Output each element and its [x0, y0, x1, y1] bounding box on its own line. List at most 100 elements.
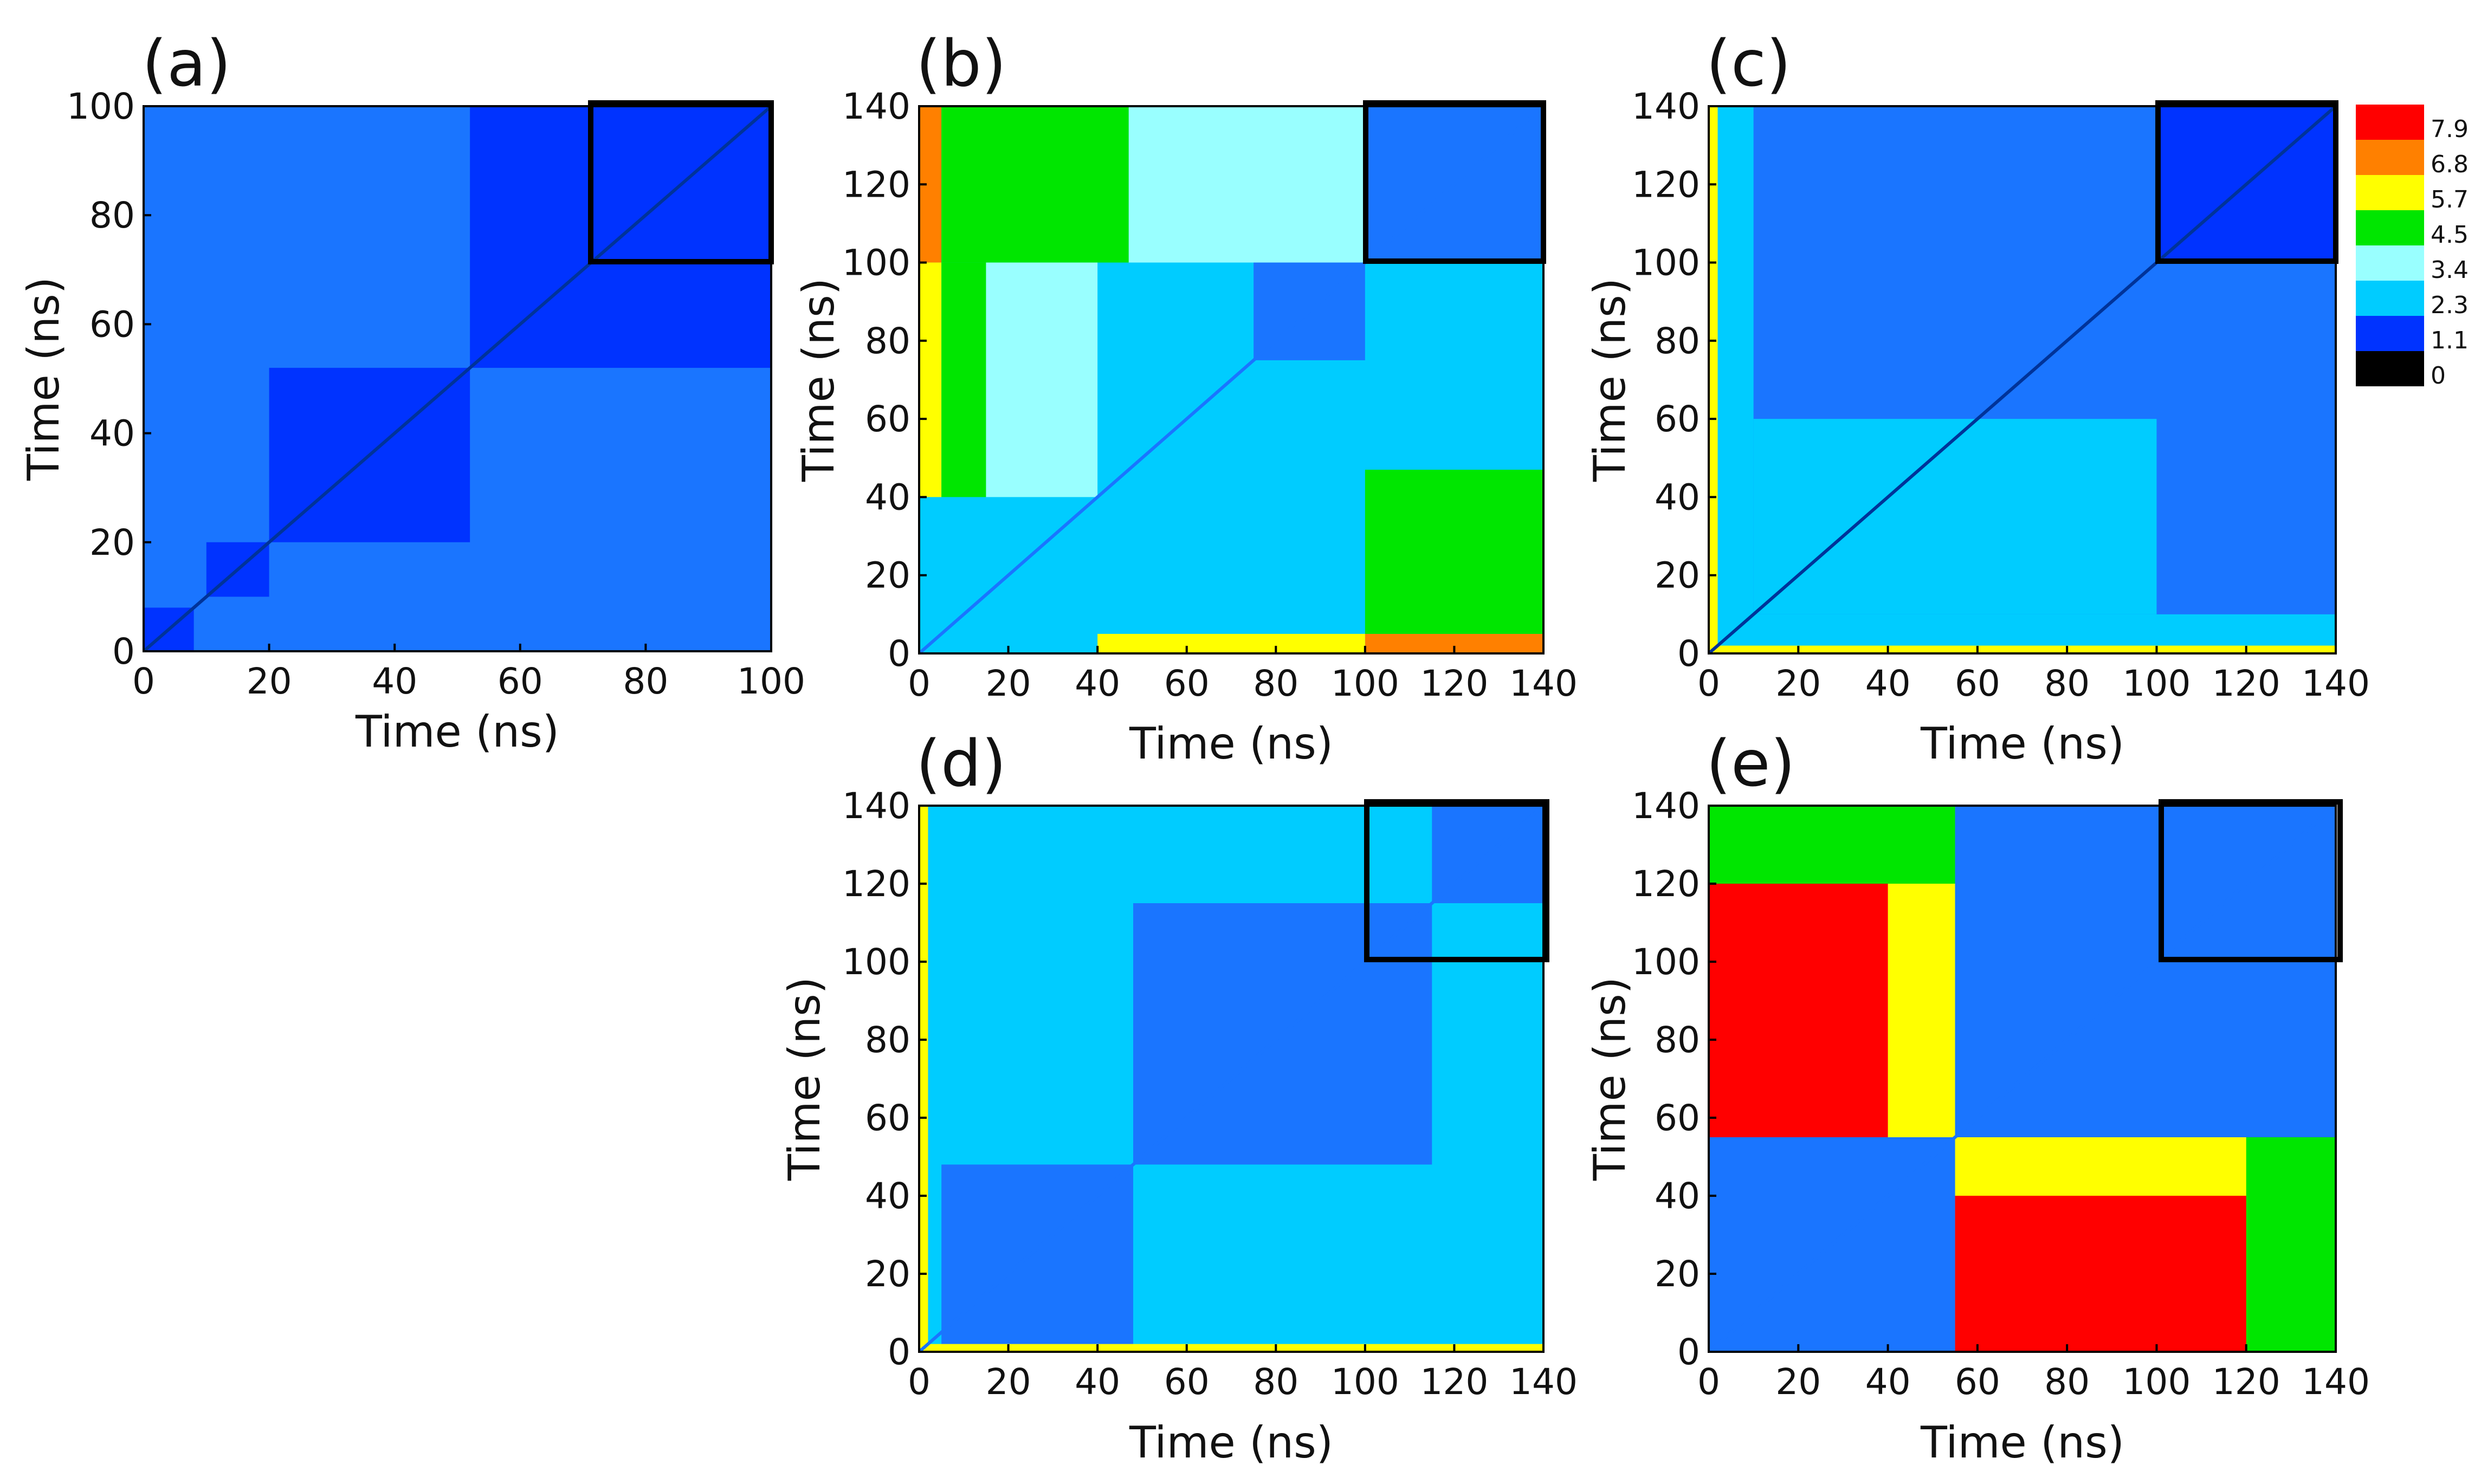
colorbar-label-1: 6.8 — [2431, 151, 2469, 178]
heatmap-cell-b-8 — [1097, 633, 1365, 653]
y-tick-label-b-4: 80 — [865, 320, 910, 362]
x-tick-labels-a: 0 20 40 60 80 100 — [132, 644, 805, 702]
diagonal-d — [918, 804, 1545, 1353]
panel-e: (e) 0 20 40 60 80 100 120 140 0 20 40 60 80 100 120 14… — [1585, 726, 2370, 1468]
axes-frame-c — [1708, 105, 2337, 654]
x-tick-labels-c: 0 20 40 60 80 100 120 140 — [1697, 646, 2370, 704]
x-axis-title-c: Time (ns) — [1920, 718, 2124, 769]
colorbar-swatch-4 — [2356, 245, 2424, 281]
panel-d: (d) 0 20 40 60 80 100 120 140 0 20 40 60 80 100 120 14… — [779, 726, 1578, 1468]
y-tick-label-d-4: 80 — [865, 1019, 910, 1061]
colorbar-label-6: 1.1 — [2431, 327, 2469, 354]
x-tick-label-b-6: 120 — [1420, 663, 1488, 704]
colorbar-label-4: 3.4 — [2431, 256, 2469, 284]
x-tick-label-c-0: 0 — [1697, 663, 1720, 704]
x-tick-label-d-0: 0 — [908, 1361, 931, 1403]
x-tick-label-b-4: 80 — [1253, 663, 1298, 704]
y-tick-label-e-3: 60 — [1655, 1097, 1700, 1139]
x-tick-label-a-0: 0 — [132, 660, 155, 702]
y-tick-label-b-5: 100 — [842, 242, 910, 284]
y-tick-label-a-5: 100 — [67, 86, 135, 127]
y-axis-title-a: Time (ns) — [18, 277, 69, 481]
x-tick-label-e-5: 100 — [2122, 1361, 2191, 1403]
axes-frame-a — [143, 105, 772, 652]
colorbar-label-5: 2.3 — [2431, 291, 2469, 319]
y-tick-label-a-0: 0 — [112, 631, 135, 672]
colorbar-swatch-0 — [2356, 105, 2424, 140]
x-tick-label-b-0: 0 — [908, 663, 931, 704]
colorbar-swatch-5 — [2356, 281, 2424, 316]
x-tick-label-e-2: 40 — [1865, 1361, 1911, 1403]
panel-label-c: (c) — [1706, 26, 1791, 101]
y-tick-labels-e: 0 20 40 60 80 100 120 140 — [1632, 785, 1716, 1373]
colorbar-label-2: 5.7 — [2431, 186, 2469, 213]
colorbar-label-0: 7.9 — [2431, 115, 2469, 143]
diagonal-a — [143, 105, 772, 653]
x-tick-label-d-2: 40 — [1075, 1361, 1120, 1403]
y-tick-labels-c: 0 20 40 60 80 100 120 140 — [1632, 86, 1716, 675]
x-tick-label-c-2: 40 — [1865, 663, 1911, 704]
diagonal-c — [1708, 105, 2337, 655]
colorbar-swatch-3 — [2356, 210, 2424, 245]
panel-label-a: (a) — [142, 26, 231, 101]
x-tick-label-b-2: 40 — [1075, 663, 1120, 704]
x-tick-label-e-4: 80 — [2044, 1361, 2090, 1403]
y-axis-title-e: Time (ns) — [1585, 977, 1635, 1181]
x-tick-label-a-1: 20 — [247, 660, 292, 702]
highlight-box-e — [2159, 799, 2343, 962]
x-tick-label-a-3: 60 — [498, 660, 543, 702]
panel-b: (b) 0 20 40 60 80 100 120 140 0 20 40 60 80 100 120 14… — [793, 26, 1578, 769]
y-tick-label-a-4: 80 — [89, 195, 135, 236]
y-tick-label-e-5: 100 — [1632, 941, 1700, 983]
x-tick-label-e-3: 60 — [1955, 1361, 2000, 1403]
x-tick-label-e-6: 120 — [2212, 1361, 2280, 1403]
y-tick-label-e-2: 40 — [1655, 1175, 1700, 1217]
x-tick-label-b-7: 140 — [1509, 663, 1578, 704]
x-tick-label-c-3: 60 — [1955, 663, 2000, 704]
y-axis-title-c: Time (ns) — [1585, 278, 1635, 482]
y-tick-label-b-7: 140 — [842, 86, 910, 127]
x-axis-title-e: Time (ns) — [1920, 1417, 2124, 1468]
diagonal-e — [1708, 804, 2337, 1353]
highlight-box-d — [1364, 799, 1549, 962]
panel-c: (c) 0 20 40 60 80 100 120 140 0 20 40 60 80 100 120 14… — [1585, 26, 2370, 769]
y-tick-label-a-3: 60 — [89, 303, 135, 345]
y-tick-label-c-1: 20 — [1655, 555, 1700, 597]
y-tick-label-c-5: 100 — [1632, 242, 1700, 284]
y-tick-labels-b: 0 20 40 60 80 100 120 140 — [842, 86, 927, 675]
x-tick-labels-d: 0 20 40 60 80 100 120 140 — [908, 1344, 1578, 1403]
heatmap-cell-d-4 — [919, 806, 928, 1352]
x-tick-label-d-4: 80 — [1253, 1361, 1298, 1403]
diagonal-b — [918, 105, 1545, 655]
x-tick-label-c-7: 140 — [2302, 663, 2370, 704]
x-tick-label-e-7: 140 — [2302, 1361, 2370, 1403]
x-tick-label-d-7: 140 — [1509, 1361, 1578, 1403]
x-tick-label-d-1: 20 — [986, 1361, 1031, 1403]
y-axis-title-b: Time (ns) — [793, 278, 844, 482]
panel-label-e: (e) — [1706, 726, 1795, 801]
heatmap-cell-c-6 — [1753, 419, 2157, 614]
y-tick-label-e-1: 20 — [1655, 1253, 1700, 1295]
colorbar-swatch-6 — [2356, 316, 2424, 351]
y-tick-label-a-1: 20 — [89, 522, 135, 563]
heatmap-cell-b-10 — [1128, 106, 1365, 263]
y-tick-label-c-6: 120 — [1632, 164, 1700, 205]
heatmap-cell-c-3 — [1709, 106, 1718, 653]
x-tick-label-c-5: 100 — [2122, 663, 2191, 704]
colorbar: 7.9 6.8 5.7 4.5 3.4 2.3 1.1 0 — [2356, 105, 2469, 390]
x-axis-title-b: Time (ns) — [1129, 718, 1333, 769]
colorbar-swatch-2 — [2356, 175, 2424, 210]
y-tick-label-b-2: 40 — [865, 476, 910, 518]
heatmap-cell-d-5 — [919, 1344, 1543, 1352]
y-tick-label-c-3: 60 — [1655, 398, 1700, 440]
y-tick-label-d-2: 40 — [865, 1175, 910, 1217]
y-tick-label-b-0: 0 — [888, 633, 910, 675]
x-tick-label-b-5: 100 — [1331, 663, 1399, 704]
y-tick-label-d-6: 120 — [842, 863, 910, 905]
y-tick-label-e-4: 80 — [1655, 1019, 1700, 1061]
y-tick-label-b-1: 20 — [865, 555, 910, 597]
y-tick-label-b-3: 60 — [865, 398, 910, 440]
x-axis-title-a: Time (ns) — [355, 707, 559, 757]
